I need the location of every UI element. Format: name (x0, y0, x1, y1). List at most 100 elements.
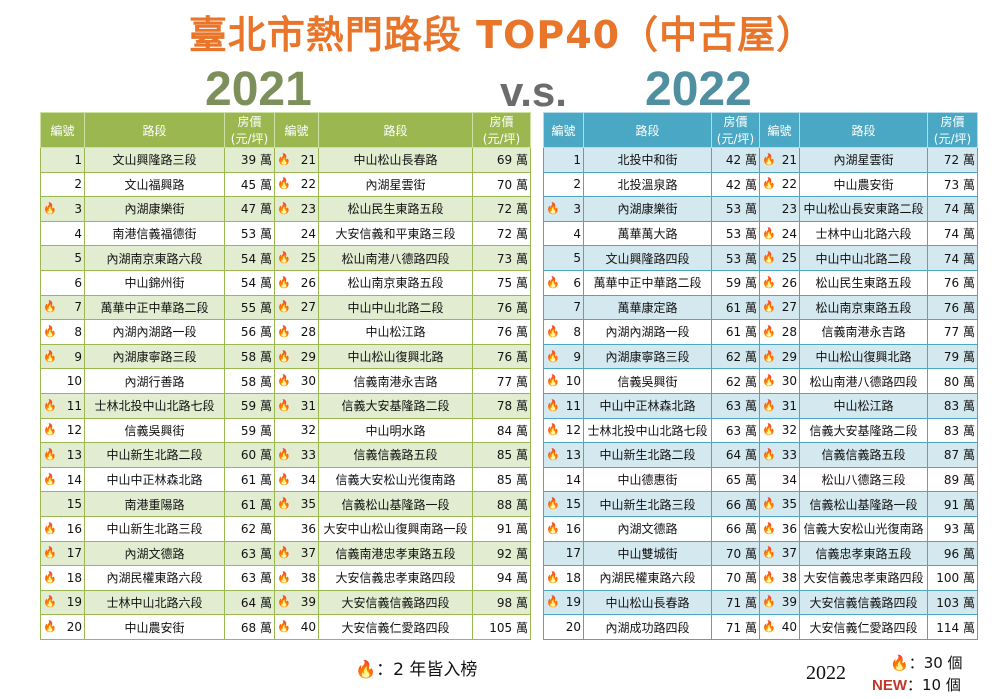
price-cell-text: 73 萬 (496, 251, 528, 266)
rank-cell-text: 2 (74, 177, 82, 192)
road-cell: 文山福興路 (84, 171, 225, 198)
flame-icon: 🔥 (355, 660, 377, 680)
road-cell-text: 中山新生北路三段 (106, 522, 203, 537)
price-cell-text: 58 萬 (240, 350, 272, 365)
road-cell-text: 中山松江路 (833, 399, 894, 414)
rank-cell: 🔥 36 (759, 515, 800, 542)
price-cell: 73 萬 (472, 245, 531, 271)
price-cell-text: 85 萬 (496, 473, 528, 488)
rank-cell-text: 36 (781, 521, 797, 536)
flame-icon: 🔥 (762, 226, 776, 240)
flame-icon: 🔥 (277, 620, 291, 634)
rank-cell: 🔥 11 (543, 392, 584, 419)
rank-cell: 🔥 31 (759, 392, 800, 419)
flame-icon: 🔥 (762, 324, 776, 338)
price-cell: 54 萬 (224, 245, 275, 271)
road-cell-text: 南港信義福德街 (112, 227, 197, 242)
rank-cell: 15 (40, 491, 85, 517)
flame-icon: 🔥 (762, 374, 776, 388)
rank-cell-text: 22 (781, 177, 797, 192)
flame-icon: 🔥 (277, 177, 291, 191)
price-cell: 83 萬 (927, 417, 978, 444)
road-cell: 大安信義仁愛路四段 (318, 614, 473, 640)
road-cell: 中山農安街 (84, 614, 225, 640)
road-cell: 萬華中正中華路二段 (583, 269, 712, 296)
price-cell-text: 68 萬 (240, 620, 272, 635)
price-cell-text: 65 萬 (725, 473, 757, 488)
header-road: 路段 (84, 112, 225, 148)
price-cell-text: 76 萬 (496, 350, 528, 365)
rank-cell: 5 (543, 245, 584, 271)
flame-icon: 🔥 (762, 423, 776, 437)
road-cell-text: 中山農安街 (833, 177, 894, 192)
price-cell: 53 萬 (711, 245, 760, 271)
rank-cell: 🔥 25 (759, 245, 800, 271)
road-cell: 內湖康寧路三段 (583, 343, 712, 370)
rank-cell-text: 14 (66, 472, 82, 487)
price-cell-text: 103 萬 (936, 595, 975, 610)
road-cell-text: 南港重陽路 (124, 497, 185, 512)
rank-cell-text: 38 (300, 570, 316, 585)
price-cell: 65 萬 (711, 466, 760, 493)
table-row: 🔥 17 內湖文德路 63 萬 🔥 37 信義南港忠孝東路五段 92 萬 (40, 540, 531, 567)
price-cell-text: 72 萬 (496, 227, 528, 242)
price-cell: 59 萬 (711, 269, 760, 296)
price-cell: 53 萬 (711, 220, 760, 247)
rank-cell: 🔥 22 (759, 171, 800, 198)
road-cell-text: 信義吳興街 (124, 423, 185, 438)
price-cell-text: 53 萬 (725, 202, 757, 217)
price-cell-text: 73 萬 (943, 177, 975, 192)
road-cell-text: 松山南港八德路四段 (341, 251, 450, 266)
road-cell-text: 中山新生北路三段 (599, 497, 696, 512)
flame-icon: 🔥 (546, 570, 560, 584)
header-price-line2: (元/坪) (482, 132, 521, 146)
rank-cell: 🔥 3 (543, 196, 584, 222)
price-cell: 88 萬 (472, 491, 531, 517)
table-row: 🔥 3 內湖康樂街 47 萬 🔥 23 松山民生東路五段 72 萬 (40, 196, 531, 222)
header-price: 房價 (元/坪) (711, 112, 760, 148)
price-cell-text: 94 萬 (496, 571, 528, 586)
road-cell: 松山南京東路五段 (318, 269, 473, 296)
rank-cell-text: 32 (300, 423, 316, 438)
road-cell: 信義松山基隆路一段 (799, 491, 928, 517)
road-cell: 信義南港永吉路 (318, 368, 473, 394)
price-cell-text: 88 萬 (496, 497, 528, 512)
rank-cell-text: 2 (573, 177, 581, 192)
rank-cell-text: 1 (573, 152, 581, 167)
table-row: 5 內湖南京東路六段 54 萬 🔥 25 松山南港八德路四段 73 萬 (40, 245, 531, 271)
price-cell: 64 萬 (711, 442, 760, 468)
road-cell-text: 中山新生北路二段 (106, 448, 203, 463)
rank-cell-text: 12 (565, 423, 581, 438)
rank-cell: 🔥 10 (543, 368, 584, 394)
rank-cell: 🔥 14 (40, 466, 85, 493)
header-price: 房價 (元/坪) (927, 112, 978, 148)
road-cell-text: 北投溫泉路 (617, 177, 678, 192)
road-cell: 大安信義忠孝東路四段 (799, 565, 928, 591)
rank-cell: 🔥 33 (759, 442, 800, 468)
price-cell-text: 93 萬 (943, 522, 975, 537)
header-road: 路段 (799, 112, 928, 148)
flame-icon: 🔥 (277, 472, 291, 486)
header-price-line2: (元/坪) (933, 132, 972, 146)
table-row: 🔥 9 內湖康寧路三段 62 萬 🔥 29 中山松山復興北路 79 萬 (543, 343, 978, 370)
rank-cell-text: 26 (781, 275, 797, 290)
header-rank: 編號 (274, 112, 319, 148)
rank-cell: 2 (40, 171, 85, 198)
rank-cell: 17 (543, 540, 584, 567)
road-cell-text: 信義南港永吉路 (821, 325, 906, 340)
price-cell: 59 萬 (224, 417, 275, 444)
flame-icon: 🔥 (277, 324, 291, 338)
rank-cell: 2 (543, 171, 584, 198)
rank-cell-text: 11 (66, 398, 82, 413)
price-cell: 91 萬 (927, 491, 978, 517)
road-cell: 松山八德路三段 (799, 466, 928, 493)
table-row: 🔥 7 萬華中正中華路二段 55 萬 🔥 27 中山中山北路二段 76 萬 (40, 294, 531, 321)
price-cell: 76 萬 (472, 294, 531, 321)
price-cell: 71 萬 (711, 614, 760, 640)
road-cell-text: 中山松山長安東路二段 (803, 202, 924, 217)
flame-icon: 🔥 (277, 447, 291, 461)
table-row: 🔥 13 中山新生北路二段 64 萬 🔥 33 信義信義路五段 87 萬 (543, 442, 978, 468)
price-cell-text: 76 萬 (496, 300, 528, 315)
road-cell-text: 士林中山北路六段 (106, 595, 203, 610)
price-cell: 53 萬 (711, 196, 760, 222)
